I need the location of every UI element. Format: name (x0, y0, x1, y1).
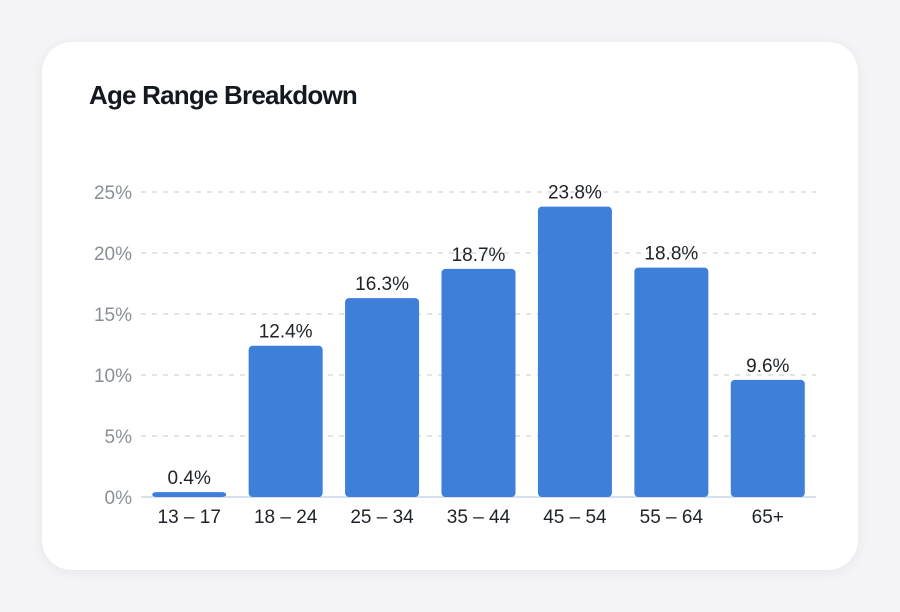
x-tick-label: 45 – 54 (543, 507, 607, 528)
bar (152, 492, 227, 497)
data-label: 18.7% (452, 245, 506, 266)
bar (441, 268, 516, 497)
data-label: 0.4% (168, 468, 211, 489)
x-tick-label: 18 – 24 (254, 507, 318, 528)
bar (730, 379, 805, 497)
x-tick-label: 55 – 64 (640, 507, 704, 528)
bar (345, 298, 420, 497)
y-tick-label: 5% (105, 427, 133, 448)
x-tick-label: 13 – 17 (158, 507, 221, 528)
x-tick-label: 25 – 34 (350, 507, 414, 528)
y-tick-label: 0% (105, 488, 133, 509)
data-label: 23.8% (548, 183, 602, 204)
y-tick-label: 10% (94, 366, 132, 387)
y-tick-label: 25% (94, 183, 132, 204)
bar (537, 206, 612, 497)
x-tick-label: 35 – 44 (447, 507, 511, 528)
bar (634, 267, 709, 497)
data-label: 9.6% (746, 356, 789, 377)
bar (248, 345, 323, 497)
chart-title: Age Range Breakdown (89, 80, 358, 110)
y-tick-label: 15% (94, 305, 132, 326)
data-label: 16.3% (355, 274, 409, 295)
chart-card: Age Range Breakdown 0% 5% 10% 15% 20% 25% 0.4%… (42, 42, 858, 570)
y-tick-label: 20% (94, 244, 132, 265)
x-tick-label: 65+ (752, 507, 784, 528)
bar-chart: 0% 5% 10% 15% 20% 25% 0.4% 13 – 17 12.4% 18 – 24 1… (94, 183, 816, 528)
data-label: 18.8% (644, 244, 698, 265)
data-label: 12.4% (259, 322, 313, 343)
